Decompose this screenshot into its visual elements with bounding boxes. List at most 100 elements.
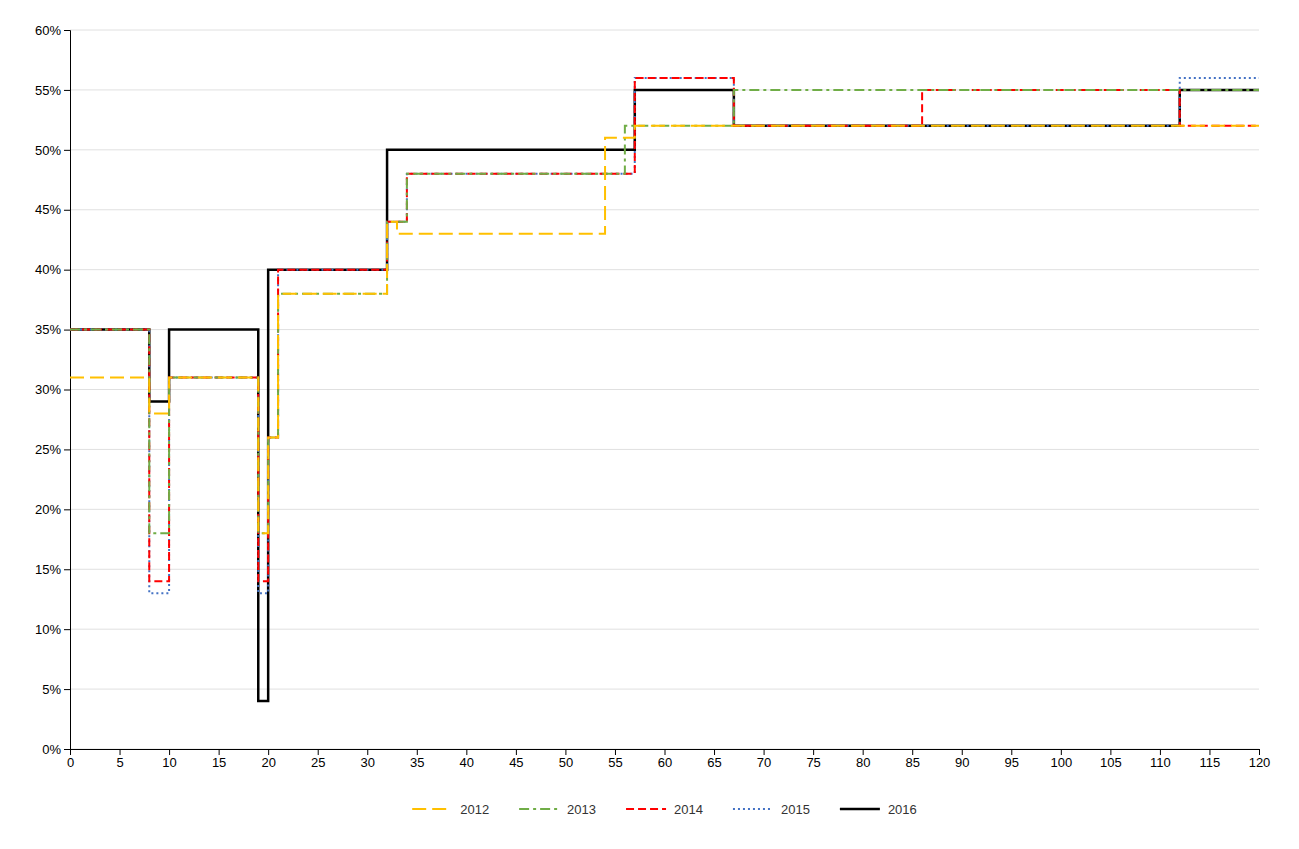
grid-line [70,30,1259,31]
series-line [70,90,1259,701]
x-tick-label: 25 [311,755,325,770]
legend-item: 2013 [519,802,596,817]
x-tick-label: 80 [856,755,870,770]
legend-label: 2015 [781,802,810,817]
x-tick-mark [565,749,566,755]
x-tick: 5 [116,749,123,770]
x-tick-mark [764,749,765,755]
x-tick: 120 [1249,749,1271,770]
y-tick: 40% [35,262,70,277]
x-tick-mark [962,749,963,755]
legend-swatch [519,808,559,810]
x-tick: 90 [955,749,969,770]
x-tick-label: 20 [261,755,275,770]
y-tick-mark [64,210,70,211]
y-grid [70,30,1259,749]
y-tick: 15% [35,562,70,577]
grid-line [70,389,1259,390]
chart: 0510152025303540455055606570758085909510… [0,0,1299,849]
x-tick-mark [466,749,467,755]
x-tick: 95 [1005,749,1019,770]
series-line [70,90,1259,533]
x-tick: 85 [905,749,919,770]
legend-label: 2012 [460,802,489,817]
x-tick-label: 35 [410,755,424,770]
y-tick-mark [64,689,70,690]
y-tick-mark [64,449,70,450]
y-tick-label: 25% [35,442,61,457]
x-tick-label: 60 [658,755,672,770]
grid-line [70,629,1259,630]
x-tick-mark [912,749,913,755]
x-tick: 45 [509,749,523,770]
x-tick: 105 [1100,749,1122,770]
series-line [70,78,1259,581]
x-tick-mark [417,749,418,755]
grid-line [70,569,1259,570]
x-tick: 65 [707,749,721,770]
y-tick-mark [64,569,70,570]
y-tick-mark [64,330,70,331]
y-tick: 0% [42,742,70,757]
legend-label: 2016 [888,802,917,817]
x-tick: 115 [1200,749,1221,770]
y-tick-mark [64,90,70,91]
y-tick: 45% [35,202,70,217]
grid-line [70,449,1259,450]
grid-line [70,209,1259,210]
x-tick-label: 105 [1100,755,1122,770]
x-tick: 70 [757,749,771,770]
legend-label: 2014 [674,802,703,817]
x-tick: 100 [1050,749,1072,770]
x-tick-mark [615,749,616,755]
y-tick-mark [64,270,70,271]
x-tick-label: 5 [116,755,123,770]
y-tick: 20% [35,502,70,517]
y-tick-label: 0% [42,742,61,757]
x-tick-label: 65 [707,755,721,770]
x-tick-mark [120,749,121,755]
y-tick-label: 35% [35,322,61,337]
series-line [70,126,1259,533]
x-tick: 40 [460,749,474,770]
lines [70,78,1259,701]
legend-swatch [626,808,666,810]
x-tick-label: 75 [806,755,820,770]
y-tick: 25% [35,442,70,457]
x-tick-label: 50 [559,755,573,770]
x-tick: 55 [608,749,622,770]
y-tick-label: 60% [35,23,61,38]
x-tick-label: 45 [509,755,523,770]
x-axis: 0510152025303540455055606570758085909510… [67,749,1270,770]
x-tick-label: 15 [212,755,226,770]
y-tick-mark [64,30,70,31]
plot-area: 0510152025303540455055606570758085909510… [35,23,1270,771]
legend-swatch [412,808,452,810]
x-tick-label: 95 [1005,755,1019,770]
y-tick: 35% [35,322,70,337]
x-tick-mark [1061,749,1062,755]
x-tick-mark [516,749,517,755]
y-tick-mark [64,390,70,391]
x-tick-mark [1011,749,1012,755]
x-tick-mark [268,749,269,755]
x-tick-mark [714,749,715,755]
x-tick-mark [219,749,220,755]
x-tick-mark [1160,749,1161,755]
x-tick-mark [367,749,368,755]
y-tick-label: 55% [35,83,61,98]
x-tick-mark [813,749,814,755]
x-tick-label: 0 [67,755,74,770]
x-tick: 25 [311,749,325,770]
series-line [70,78,1259,593]
x-tick-label: 120 [1249,755,1271,770]
x-tick: 35 [410,749,424,770]
x-tick-label: 40 [460,755,474,770]
grid-line [70,689,1259,690]
legend-item: 2012 [412,802,489,817]
x-tick: 50 [559,749,573,770]
legend-item: 2016 [840,802,917,817]
x-tick-mark [1259,749,1260,755]
y-tick: 5% [42,682,70,697]
y-tick-mark [64,629,70,630]
